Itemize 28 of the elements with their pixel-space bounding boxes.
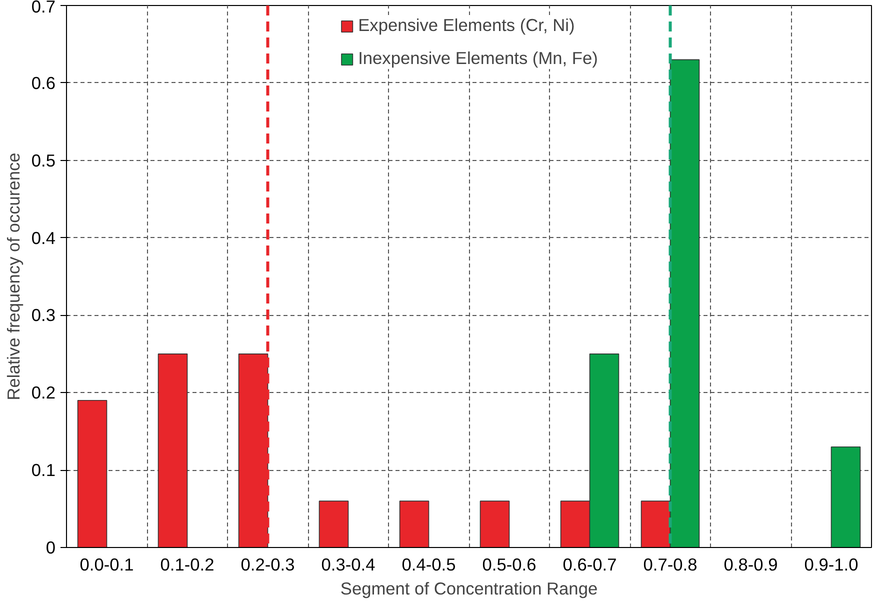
x-tick-label: 0.9-1.0 — [804, 554, 858, 574]
y-tick-label: 0.4 — [31, 228, 56, 248]
legend-label: Inexpensive Elements (Mn, Fe) — [358, 48, 598, 69]
y-tick-label: 0.3 — [31, 305, 56, 326]
bar — [830, 446, 861, 548]
y-tick-label: 0.6 — [31, 72, 56, 93]
y-tick-label: 0.5 — [31, 150, 56, 170]
y-tick-label: 0 — [46, 538, 56, 558]
y-tick-label: 0.1 — [31, 460, 56, 480]
x-tick-label: 0.2-0.3 — [240, 554, 295, 574]
x-tick-label: 0.1-0.2 — [160, 554, 214, 574]
bar — [480, 500, 510, 548]
x-tick-label: 0.5-0.6 — [482, 554, 536, 574]
x-tick-label: 0.0-0.1 — [80, 554, 134, 574]
x-tick-label: 0.4-0.5 — [402, 554, 456, 574]
y-axis-title: Relative frequency of occurence — [3, 152, 24, 400]
x-tick-label: 0.8-0.9 — [724, 554, 778, 574]
legend-label: Expensive Elements (Cr, Ni) — [358, 15, 575, 36]
bar — [318, 500, 349, 548]
x-axis-title: Segment of Concentration Range — [340, 578, 598, 598]
x-tick-label: 0.6-0.7 — [562, 554, 617, 574]
bar — [158, 354, 188, 548]
bar — [77, 400, 108, 548]
y-tick-label: 0.7 — [31, 0, 56, 16]
bar — [399, 500, 430, 548]
x-tick-label: 0.7-0.8 — [643, 554, 698, 574]
x-tick-label: 0.3-0.4 — [321, 554, 376, 574]
y-tick-label: 0.2 — [31, 382, 56, 403]
